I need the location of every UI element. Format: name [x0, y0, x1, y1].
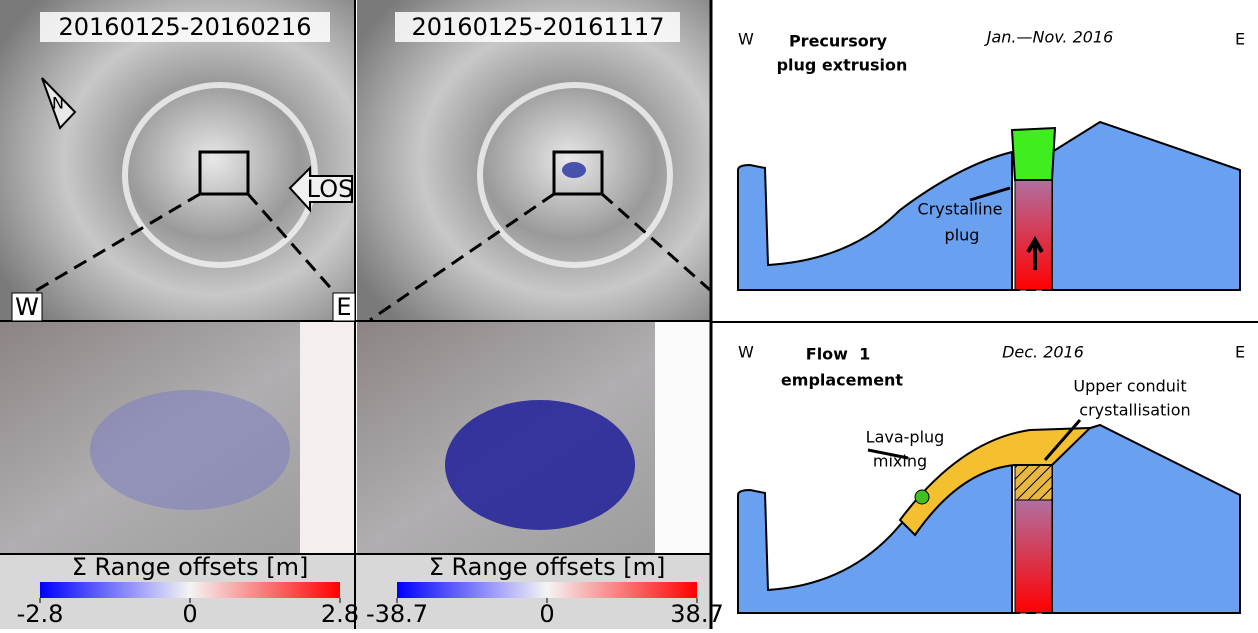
colorbar-tick-label: 0: [539, 600, 554, 628]
colorbar-tick-label: 38.7: [670, 600, 723, 628]
north-label: N: [52, 94, 64, 113]
diagram-title: plug extrusion: [777, 56, 908, 75]
diagram-period: Dec. 2016: [1002, 343, 1084, 362]
colorbar-label: Σ Range offsets [m]: [429, 553, 666, 581]
plug: [1012, 128, 1055, 180]
annotation: Upper conduit: [1073, 377, 1186, 396]
east-label: E: [1235, 30, 1245, 49]
east-label: E: [1235, 343, 1245, 362]
zoom-image: [300, 322, 355, 554]
colorbar: [397, 582, 697, 598]
crystallised-zone: [1015, 465, 1052, 500]
mixing-blob: [915, 490, 929, 504]
displacement-patch: [90, 390, 290, 510]
zoom-image: [655, 322, 710, 554]
diagram-title: emplacement: [781, 371, 904, 390]
west-label: W: [738, 30, 754, 49]
annotation: crystallisation: [1079, 401, 1190, 420]
annotation: Crystalline: [918, 200, 1003, 219]
volcano: [1052, 425, 1240, 613]
conduit: [1015, 180, 1052, 290]
image-date: 20160125-20161117: [412, 13, 665, 41]
sar-image: [0, 0, 355, 320]
diagram-period: Jan.—Nov. 2016: [984, 28, 1114, 47]
diagram-title: Flow 1: [806, 345, 870, 364]
displacement-patch: [562, 162, 586, 178]
colorbar-tick-label: 0: [182, 600, 197, 628]
volcano: [1052, 122, 1240, 290]
colorbar-label: Σ Range offsets [m]: [72, 553, 309, 581]
diagram-panels: W E Precursory plug extrusion Jan.—Nov. …: [711, 28, 1258, 614]
colorbar: [40, 582, 340, 598]
west-label: W: [738, 343, 754, 362]
conduit: [1015, 500, 1052, 613]
volcano: [738, 152, 1012, 290]
colorbar-tick-label: -38.7: [366, 600, 428, 628]
annotation: mixing: [873, 452, 927, 471]
west-label: W: [15, 293, 39, 321]
figure: 20160125-20160216 20160125-20161117 N LO…: [0, 0, 1258, 629]
satellite-panels: 20160125-20160216 20160125-20161117 N LO…: [0, 0, 711, 629]
annotation: plug: [945, 226, 980, 245]
colorbar-tick-label: -2.8: [17, 600, 64, 628]
image-date: 20160125-20160216: [59, 13, 312, 41]
annotation: Lava-plug: [866, 428, 945, 447]
diagram-title: Precursory: [789, 32, 888, 51]
colorbar-tick-label: 2.8: [321, 600, 359, 628]
displacement-patch: [445, 400, 635, 530]
east-label: E: [336, 293, 351, 321]
sar-image: [357, 0, 710, 320]
los-label: LOS: [307, 175, 354, 203]
